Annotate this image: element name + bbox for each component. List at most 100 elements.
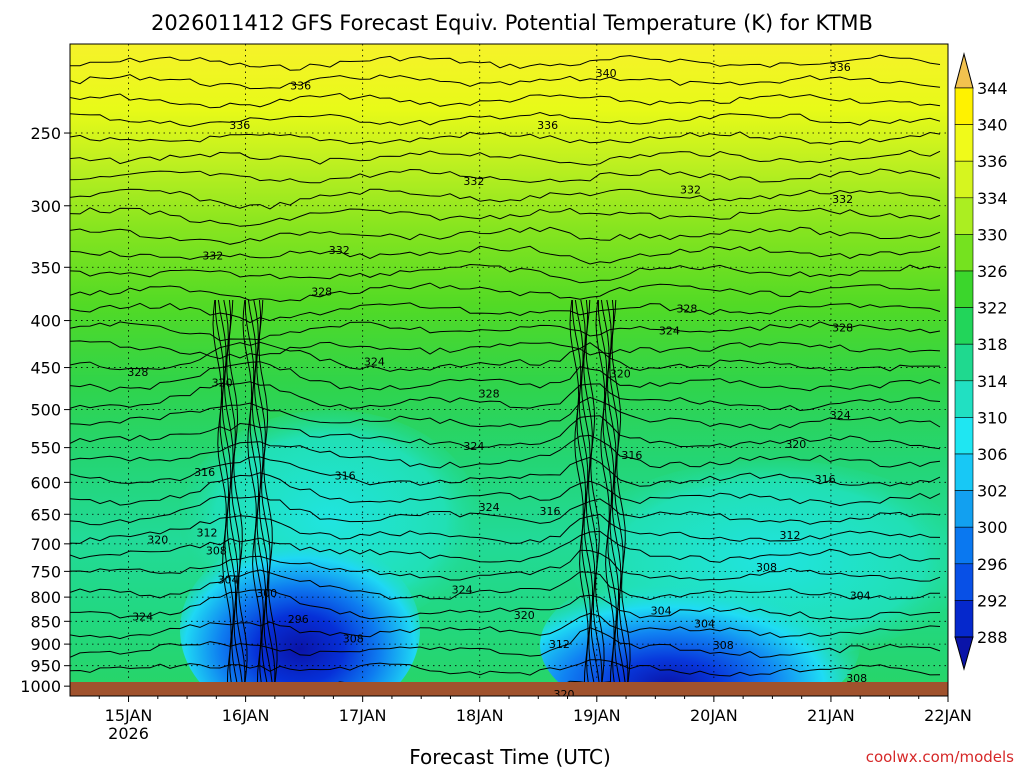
contour-label: 308 (756, 561, 777, 574)
colorbar-swatch (954, 600, 974, 638)
colorbar-label: 296 (977, 555, 1008, 574)
colorbar-swatch (954, 234, 974, 272)
contour-label: 304 (694, 618, 715, 631)
contour-label: 336 (830, 61, 851, 74)
y-tick-label: 500 (30, 401, 61, 420)
x-tick-label: 16JAN (222, 706, 270, 725)
y-tick-label: 600 (30, 473, 61, 492)
contour-label: 296 (288, 613, 309, 626)
contour-label: 332 (680, 183, 701, 196)
colorbar-label: 288 (977, 628, 1008, 647)
contour-line (70, 549, 941, 582)
colorbar-label: 292 (977, 591, 1008, 610)
colorbar-label: 310 (977, 408, 1008, 427)
contour-label: 324 (452, 584, 473, 597)
contour-line-frontal (580, 299, 600, 685)
contour-line (70, 381, 941, 412)
contour-label: 340 (596, 67, 617, 80)
colorbar-swatch (954, 124, 974, 162)
colorbar-label: 334 (977, 189, 1008, 208)
contour-line (70, 168, 941, 184)
contour-line-frontal (569, 299, 589, 685)
contour-labels: 340 336 336 336 336 332 332 332 332 332 328 328 328 3… (127, 61, 870, 701)
colorbar-swatch (954, 160, 974, 199)
contour-line-frontal (226, 299, 246, 685)
contour-line (70, 131, 941, 145)
colorbar-label: 340 (977, 116, 1008, 135)
contour-line (70, 321, 941, 342)
contour-line-frontal (258, 299, 278, 685)
contour-line (70, 340, 941, 360)
contour-label: 328 (311, 286, 332, 299)
contour-line (70, 659, 941, 677)
contour-label: 304 (651, 604, 672, 617)
contour-label: 324 (479, 501, 500, 514)
contour-line (70, 456, 941, 487)
y-tick-label: 950 (30, 657, 61, 676)
contour-label: 320 (514, 609, 535, 622)
colorbar-swatch (954, 417, 974, 455)
colorbar-label: 330 (977, 225, 1008, 244)
colorbar-swatch (954, 307, 974, 345)
contour-label: 332 (832, 193, 853, 206)
contour-label: 336 (537, 119, 558, 132)
contour-label: 328 (676, 302, 697, 315)
contour-label: 312 (196, 526, 217, 539)
y-tick-label: 700 (30, 535, 61, 554)
x-tick-label: 18JAN (456, 706, 504, 725)
y-tick-label: 850 (30, 612, 61, 631)
contour-line (70, 612, 941, 640)
contour-line (70, 361, 941, 393)
plot-area: 340 336 336 336 336 332 332 332 332 332 328 328 328 3… (70, 44, 948, 701)
contour-label: 336 (229, 119, 250, 132)
colorbar-swatch (954, 526, 974, 565)
contour-line (70, 282, 941, 303)
contour-label: 320 (554, 688, 575, 701)
y-tick-label: 800 (30, 588, 61, 607)
contour-line-frontal (611, 299, 631, 685)
colorbar-label: 300 (977, 518, 1008, 537)
field-cold-region-left (180, 535, 420, 696)
x-tick-label: 15JAN (105, 706, 153, 725)
contour-line (70, 472, 941, 507)
y-tick-label: 550 (30, 439, 61, 458)
contour-label: 316 (815, 473, 836, 486)
contour-label: 324 (463, 440, 484, 453)
contour-line (70, 513, 941, 544)
contour-line (70, 54, 941, 71)
contour-label: 320 (212, 376, 233, 389)
contour-line (70, 188, 941, 210)
contour-line-frontal (583, 299, 603, 685)
contour-line (70, 495, 941, 526)
colorbar-swatch (954, 380, 974, 418)
y-tick-label: 250 (30, 124, 61, 143)
colorbar-label: 326 (977, 262, 1008, 281)
x-tick-label: 22JAN (924, 706, 972, 725)
contour-label: 332 (463, 175, 484, 188)
contour-line (70, 627, 941, 658)
colorbar-label: 314 (977, 372, 1008, 391)
contour-line-frontal (223, 299, 243, 685)
contour-label: 324 (830, 409, 851, 422)
chart-title: 2026011412 GFS Forecast Equiv. Potential… (151, 11, 873, 35)
contour-line-frontal (242, 299, 262, 685)
contour-line (70, 207, 941, 227)
contour-line-frontal (609, 299, 629, 685)
contour-line (70, 434, 941, 469)
contour-label: 316 (621, 449, 642, 462)
contour-line (70, 74, 941, 90)
contour-line (70, 530, 940, 563)
colorbar-label: 344 (977, 79, 1008, 98)
colorbar-swatch (954, 270, 974, 308)
contour-line (70, 341, 940, 372)
contour-label: 308 (206, 545, 227, 558)
colorbar-label: 302 (977, 482, 1008, 501)
x-tick-label: 20JAN (690, 706, 738, 725)
contour-line-frontal (256, 299, 276, 685)
contour-line-frontal (606, 299, 626, 685)
contour-line (70, 92, 941, 109)
y-tick-label: 650 (30, 505, 61, 524)
grid-lines (70, 44, 948, 696)
y-tick-label: 450 (30, 359, 61, 378)
contour-line (70, 245, 941, 265)
